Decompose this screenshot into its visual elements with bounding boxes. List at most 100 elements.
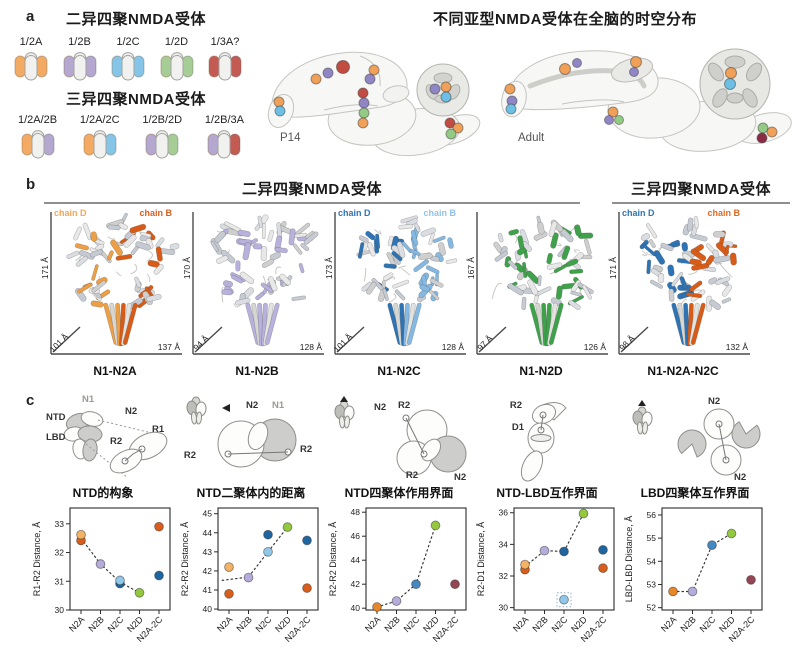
receptor-icon [208,52,242,81]
depth-measure: 94 Å [191,333,211,353]
structure-N1-N2D: 167 Å 97 Å 126 Å [466,212,608,355]
y-tick-label: 34 [499,539,509,549]
data-point [95,559,106,569]
width-measure: 137 Å [158,342,181,352]
x-tick-label: N2B [86,614,105,633]
chart-title: NTD的构象 [72,486,134,500]
subtype-dot [357,117,369,129]
subtype-dot [310,73,322,85]
schematic-label: D1 [512,422,525,433]
data-point [154,570,164,581]
height-measure: 171 Å [40,257,50,280]
subtype-dot [273,96,285,108]
data-point [430,520,441,531]
data-point [154,521,164,532]
trend-line [376,524,437,608]
data-point [539,545,550,556]
receptor-icon [111,52,145,81]
chain-label: chain D [338,208,371,218]
x-tick-label: N2C [254,614,274,634]
subtype-dot [766,126,778,138]
subtype-dot [629,67,639,77]
data-point [598,563,608,573]
schematic-label: R2 [184,450,196,461]
data-point [224,588,234,599]
structure-name: N1-N2D [519,364,563,378]
tri-header-underline [612,202,790,204]
subtype-dot [504,83,516,95]
schematic-4: N2 N2 [632,396,761,483]
di-receptor-row: 1/2A 1/2B 1/2C 1/2D 1/3A? [12,36,244,81]
receptor-item: 1/2B/3A [205,114,244,159]
receptor-icon [207,130,241,159]
data-point [263,529,273,540]
width-measure: 126 Å [584,342,607,352]
subtype-dot [274,105,286,117]
subtype-dot [630,56,642,68]
y-axis-label: LBD-LBD Distance, Å [624,516,634,603]
receptor-icon [160,52,193,81]
data-point [520,559,530,570]
subtype-dot [364,73,376,85]
chain-label: chain B [707,208,740,218]
view-arrow-icon [340,396,348,402]
schematic-label: N2 [246,400,258,411]
x-tick-label: N2A [215,614,234,633]
receptor-icon [83,130,117,159]
subtype-dot [724,78,736,90]
mini-receptor-icon [186,396,207,425]
subtype-dot [452,122,464,134]
trend-line [221,526,289,582]
y-tick-label: 32 [499,571,509,581]
depth-measure: 98 Å [617,333,637,353]
schematic-label: R2 [110,436,122,447]
receptor-icon [145,130,179,159]
x-tick-label: N2A [659,614,678,633]
data-point [598,545,608,555]
x-tick-label: N2A [67,614,86,633]
subtype-dot [444,117,456,129]
receptor-label: 1/2D [164,36,189,48]
y-tick-label: 44 [351,555,361,565]
receptor-label: 1/3A? [210,36,240,48]
height-measure: 170 Å [182,257,192,280]
schematic-label: N2 [454,472,466,483]
receptor-label: 1/2A/2C [79,114,120,126]
y-tick-label: 52 [647,603,657,613]
x-tick-label: N2B [530,614,549,633]
x-tick-label: N2C [402,614,422,634]
x-tick-label: N2C [698,614,718,634]
receptor-label: 1/2B/2D [142,114,183,126]
y-tick-label: 54 [647,556,657,566]
subtype-dot [368,64,380,76]
data-point [243,572,254,583]
panel-b-label: b [26,176,36,193]
width-measure: 128 Å [300,342,323,352]
trend-line [672,532,733,593]
y-tick-label: 44 [203,528,213,538]
width-measure: 132 Å [726,342,749,352]
data-point [707,540,717,550]
x-tick-label: N2C [106,614,126,634]
chain-label: chain D [54,208,87,218]
data-point [687,586,698,597]
data-point [282,522,293,532]
receptor-item: 1/2B [61,36,99,81]
chart-title: LBD四聚体互作界面 [640,486,750,500]
data-point [668,586,678,597]
data-point [372,602,382,612]
x-tick-label: N2C [550,614,570,634]
view-arrow-icon [638,400,646,406]
data-point [559,594,569,605]
subtype-dot [756,132,768,144]
y-tick-label: 31 [55,576,65,586]
schematic-1: N2 N1 R2 R2 [184,396,312,468]
y-tick-label: 53 [647,580,657,590]
schematic-label: R1 [152,424,165,435]
data-point [391,596,402,606]
structure-name: N1-N2B [235,364,279,378]
chain-label: chain B [139,208,172,218]
schematic-label: R2 [398,400,410,411]
